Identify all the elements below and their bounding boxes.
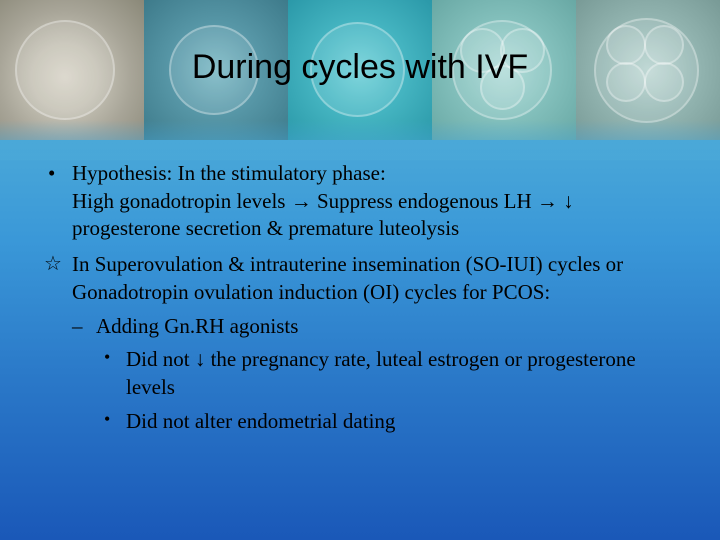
bullet-pregnancy-rate: Did not ↓ the pregnancy rate, luteal est… [104,346,678,401]
bullet-adding-gnrh: Adding Gn.RH agonists [72,313,678,341]
bullet-endometrial-dating: Did not alter endometrial dating [104,408,678,436]
slide-body: Hypothesis: In the stimulatory phase:Hig… [48,160,678,441]
bullet-hypothesis: Hypothesis: In the stimulatory phase:Hig… [48,160,678,243]
slide-title: During cycles with IVF [0,48,720,87]
bullet-superovulation: In Superovulation & intrauterine insemin… [48,251,678,306]
background-blend [0,120,720,160]
slide: During cycles with IVF Hypothesis: In th… [0,0,720,540]
